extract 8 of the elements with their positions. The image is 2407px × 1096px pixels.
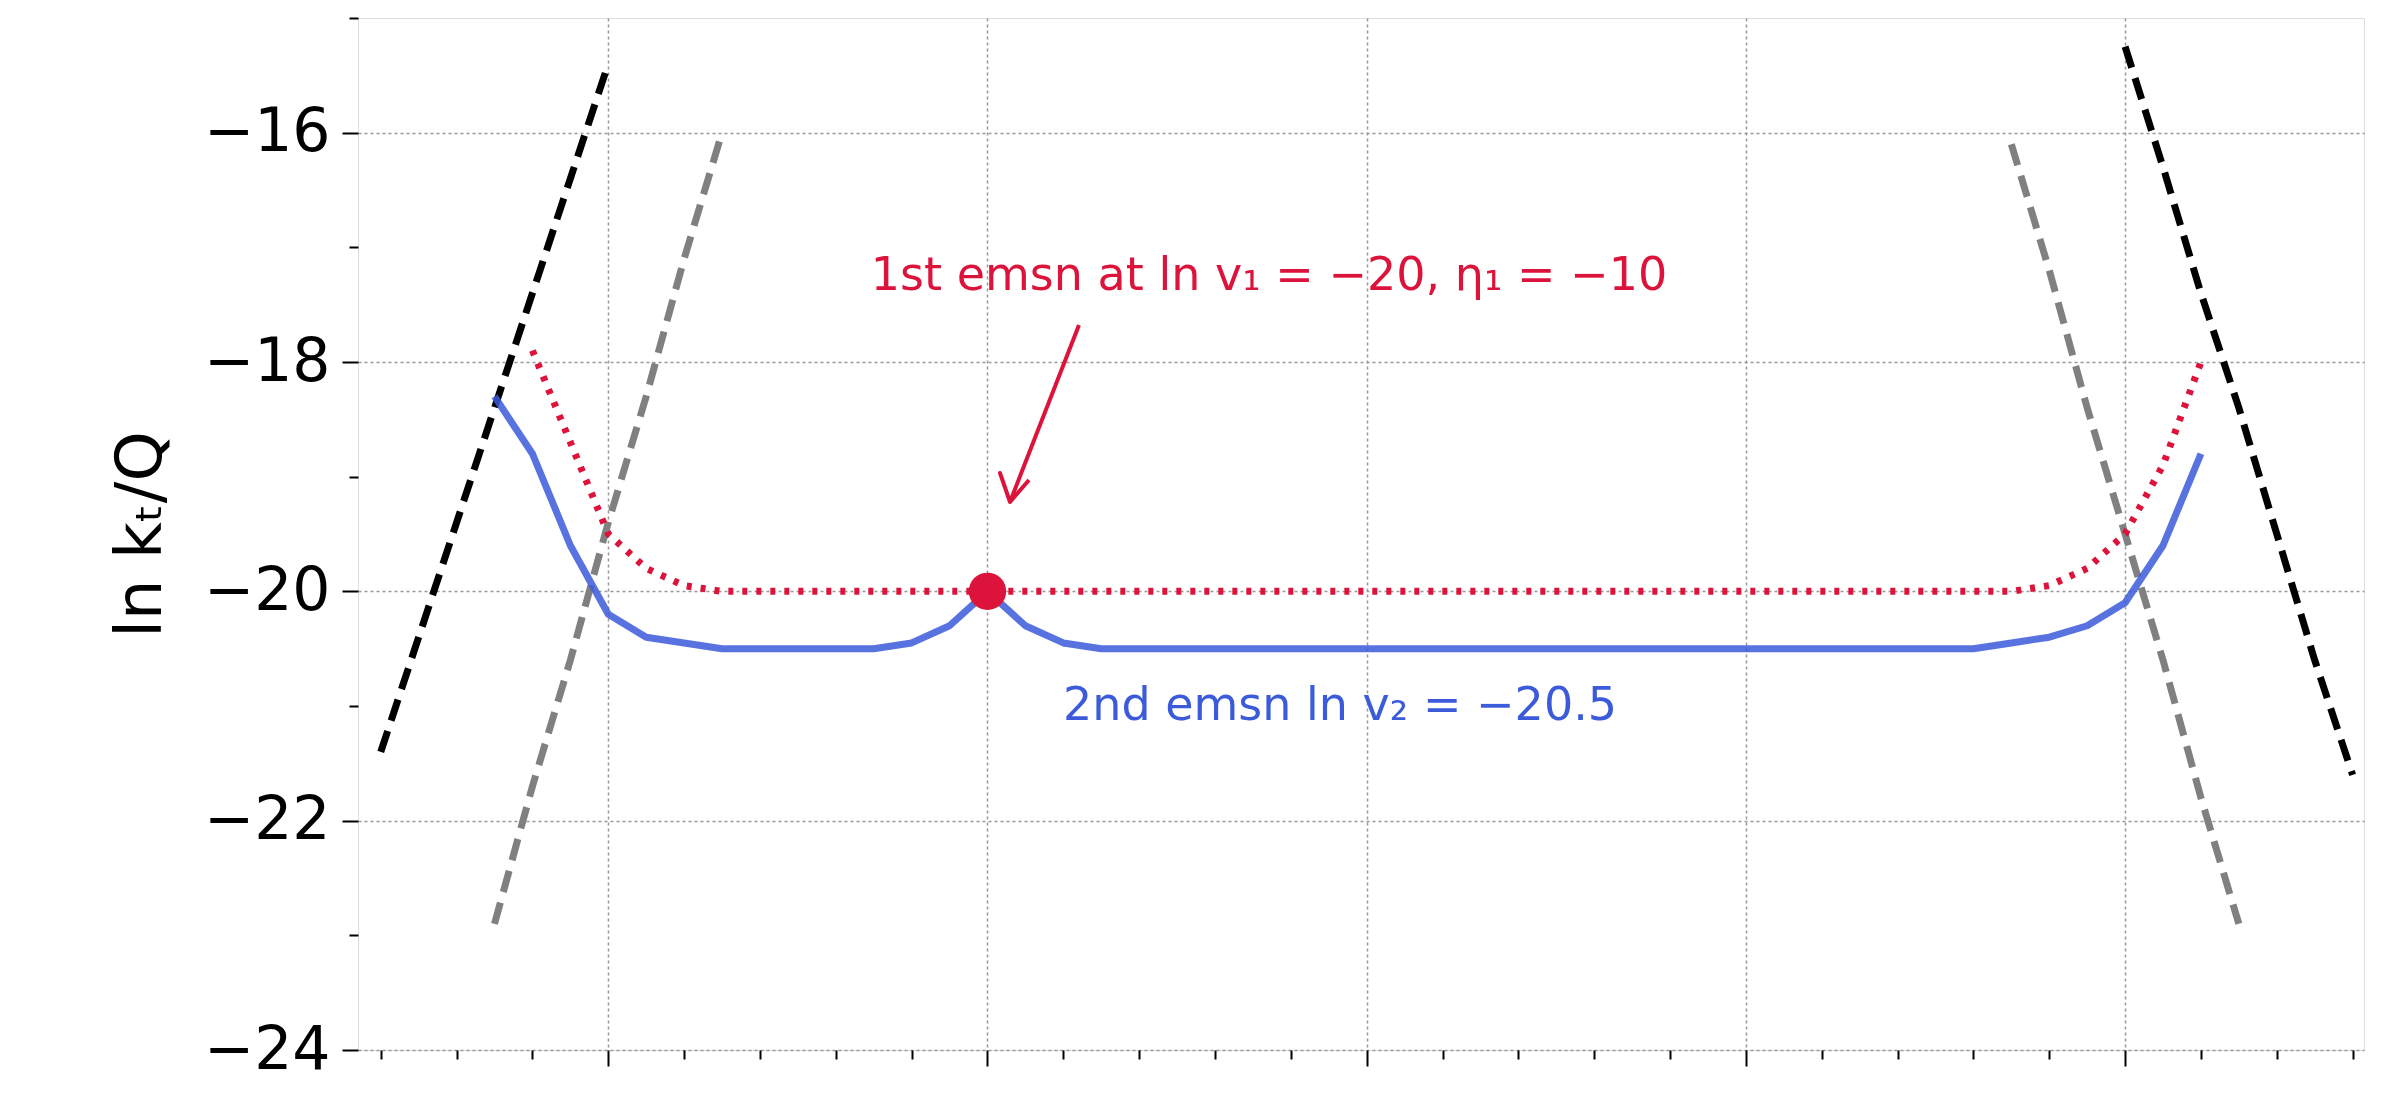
y-tick-label: −16	[203, 95, 331, 166]
annotation: 1st emsn at ln v₁ = −20, η₁ = −10	[870, 247, 1668, 301]
y-tick-label: −18	[203, 324, 331, 395]
y-axis-title: ln kₜ/Q	[101, 431, 176, 638]
y-tick-label: −22	[203, 783, 331, 854]
y-tick-label: −24	[203, 1012, 331, 1083]
annotation: 2nd emsn ln v₂ = −20.5	[1062, 677, 1618, 731]
y-tick-label: −20	[203, 553, 331, 624]
